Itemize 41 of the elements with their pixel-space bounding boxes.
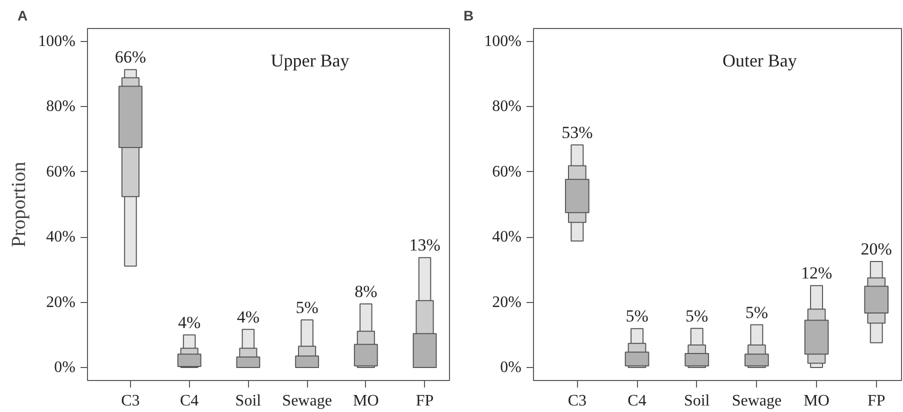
y-tick-label: 0% [54, 358, 76, 376]
x-tick-label: Soil [684, 392, 710, 410]
x-tick-label: C3 [121, 392, 140, 410]
y-tick-label: 40% [492, 228, 522, 246]
y-tick-label: 60% [492, 163, 522, 180]
annotation: 5% [626, 306, 648, 326]
y-tick-label: 80% [492, 98, 522, 116]
y-tick-label: 40% [46, 228, 76, 246]
annotation: 13% [409, 236, 440, 255]
x-tick-label: FP [867, 392, 886, 410]
chart-title: A [18, 8, 28, 24]
annotation: 4% [178, 312, 201, 332]
x-tick-label: Sewage [282, 392, 332, 410]
y-tick-label: 20% [46, 294, 76, 311]
annotation: 5% [296, 298, 318, 317]
annotation: 8% [354, 282, 378, 301]
annotation: Outer Bay [722, 50, 797, 70]
annotation: 4% [236, 307, 260, 326]
annotation: 53% [562, 122, 593, 142]
x-tick-label: MO [804, 392, 830, 410]
x-tick-label: FP [416, 392, 434, 410]
x-tick-label: C3 [568, 392, 587, 410]
annotation: Upper Bay [270, 50, 350, 70]
y-tick-label: 100% [484, 33, 522, 50]
y-tick-label: 80% [46, 98, 76, 116]
x-tick-label: Sewage [732, 392, 782, 410]
x-tick-label: C4 [628, 392, 646, 410]
chart-title: B [464, 8, 474, 24]
annotation: 20% [860, 240, 892, 259]
annotation: 5% [686, 306, 708, 326]
y-axis-title: Proportion [8, 162, 30, 248]
x-tick-label: Soil [235, 392, 262, 410]
y-tick-label: 60% [46, 163, 76, 180]
x-tick-label: MO [353, 392, 379, 410]
y-tick-label: 20% [492, 294, 522, 311]
y-tick-label: 100% [38, 33, 76, 50]
annotation: 66% [114, 48, 146, 67]
annotation: 12% [800, 264, 832, 283]
annotation: 5% [745, 302, 768, 322]
y-tick-label: 0% [500, 358, 522, 376]
x-tick-label: C4 [180, 392, 199, 410]
